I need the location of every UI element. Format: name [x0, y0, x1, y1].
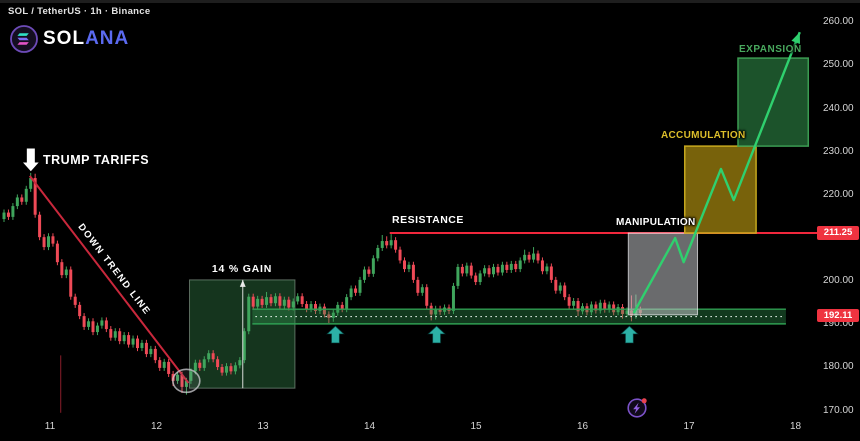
logo-wordmark: SOLANA	[43, 24, 129, 54]
accumulation-label[interactable]: ACCUMULATION	[661, 130, 746, 141]
zone-gain_range[interactable]	[189, 279, 296, 389]
manipulation-label[interactable]: MANIPULATION	[616, 217, 696, 228]
symbol-info[interactable]: SOL / TetherUS · 1h · Binance	[8, 6, 151, 17]
logo-text-sol: SOL	[43, 28, 86, 49]
trump-tariffs-label[interactable]: TRUMP TARIFFS	[43, 153, 150, 167]
expansion-label[interactable]: EXPANSION	[739, 44, 802, 55]
projection-arrow[interactable]	[632, 31, 801, 314]
down-trend-line[interactable]	[28, 175, 190, 384]
support-touch-arrow[interactable]	[426, 325, 447, 344]
lows-circle-marker[interactable]	[172, 368, 201, 394]
gain-label[interactable]: 14 % GAIN	[211, 263, 273, 275]
window-top-edge	[0, 0, 860, 3]
solana-logo-icon	[10, 25, 38, 53]
news-event-arrow[interactable]	[20, 147, 41, 173]
flash-ideas-icon[interactable]	[624, 395, 650, 421]
notification-dot	[641, 398, 647, 404]
support-touch-arrow[interactable]	[619, 325, 640, 344]
price-label-current: 192.11	[817, 308, 859, 323]
support-touch-arrow[interactable]	[325, 325, 346, 344]
zone-accumulation[interactable]	[683, 145, 757, 234]
price-label-resistance: 211.25	[817, 226, 859, 240]
logo-text-ana: ANA	[85, 28, 130, 49]
resistance-label[interactable]: RESISTANCE	[392, 214, 464, 226]
solana-logo: SOLANA	[9, 24, 129, 54]
